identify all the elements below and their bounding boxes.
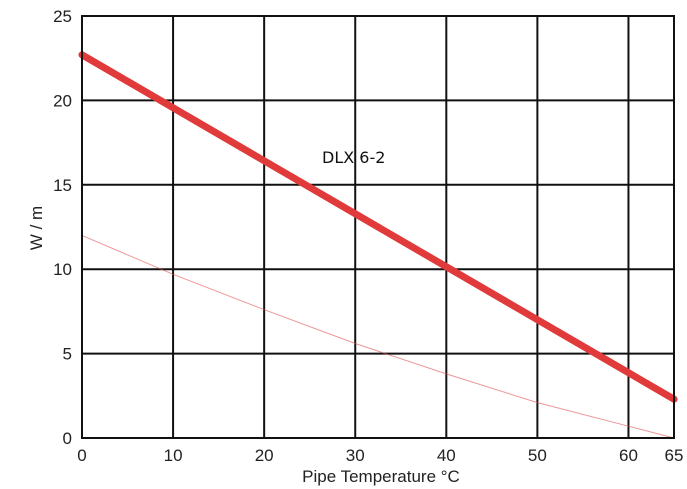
x-tick-label: 10 <box>164 446 183 465</box>
x-tick-label: 65 <box>665 446 684 465</box>
series-line-dlx-6-2 <box>78 51 678 403</box>
y-tick-label: 25 <box>53 7 72 26</box>
x-axis-label: Pipe Temperature °C <box>302 467 460 486</box>
tick-labels: 0 10 20 30 40 50 60 65 0 5 10 15 20 25 <box>53 7 683 465</box>
x-tick-label: 60 <box>619 446 638 465</box>
plot-frame <box>81 15 675 439</box>
y-axis-label: W / m <box>27 206 46 250</box>
series-label-dlx-6-2: DLX 6-2 <box>322 148 385 167</box>
series-line-faint <box>81 234 675 439</box>
y-tick-label: 10 <box>53 260 72 279</box>
y-tick-label: 20 <box>53 91 72 110</box>
x-tick-label: 50 <box>528 446 547 465</box>
y-tick-label: 5 <box>63 345 72 364</box>
x-tick-label: 20 <box>255 446 274 465</box>
y-tick-label: 0 <box>63 429 72 448</box>
x-tick-label: 0 <box>77 446 86 465</box>
x-tick-label: 40 <box>437 446 456 465</box>
grid <box>82 16 674 438</box>
x-tick-label: 30 <box>346 446 365 465</box>
series-layer <box>78 51 678 439</box>
y-tick-label: 15 <box>53 176 72 195</box>
